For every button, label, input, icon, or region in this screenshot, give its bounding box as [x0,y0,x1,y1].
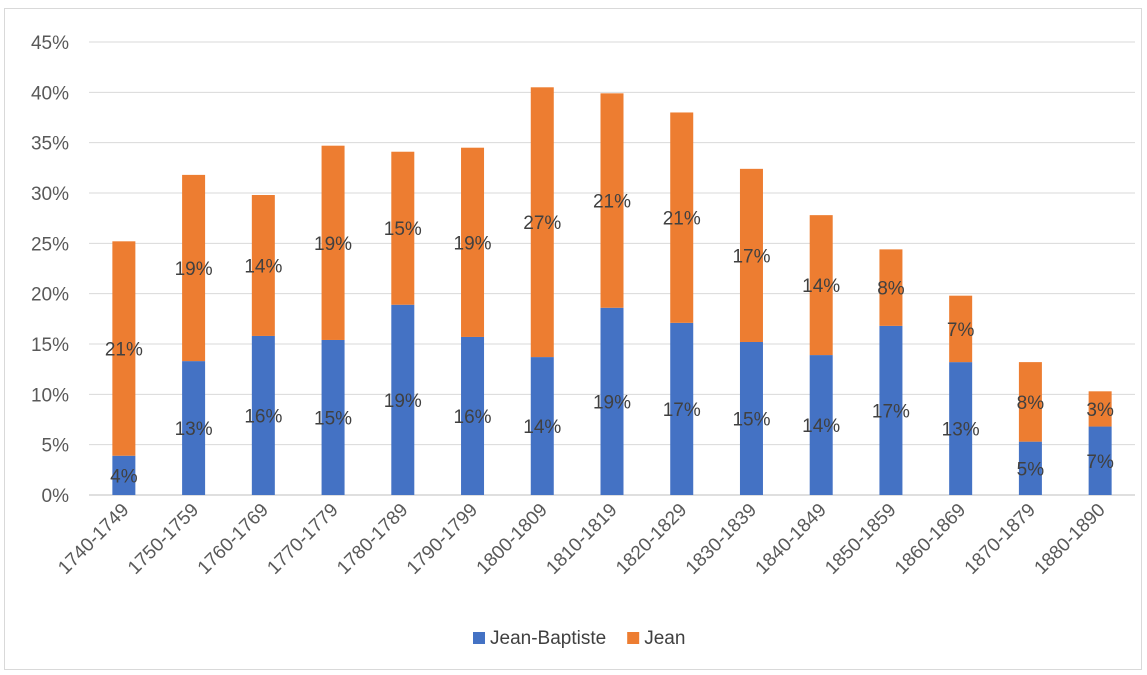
bar-jean [739,168,763,342]
data-label: 16% [244,406,282,427]
data-label: 14% [244,256,282,277]
y-tick-label: 15% [31,335,69,356]
y-tick-label: 0% [42,486,70,507]
data-label: 17% [663,400,701,421]
data-label: 13% [942,420,980,441]
data-label: 19% [175,259,213,280]
bar-jean-baptiste [1018,441,1042,495]
y-tick-label: 45% [31,33,69,54]
data-label: 19% [593,392,631,413]
x-tick-label: 1750-1759 [124,500,203,579]
data-label: 3% [1086,400,1114,421]
data-label: 13% [175,419,213,440]
data-label: 15% [384,219,422,240]
x-axis-tick-labels: 1740-17491750-17591760-17691770-17791780… [54,500,1109,579]
data-label: 8% [1017,393,1045,414]
legend-swatch [473,632,485,644]
y-tick-label: 40% [31,83,69,104]
x-tick-label: 1820-1829 [612,500,691,579]
x-tick-label: 1830-1839 [682,500,761,579]
x-tick-label: 1860-1869 [891,500,970,579]
x-tick-label: 1870-1879 [961,500,1040,579]
bar-jean-baptiste [670,322,694,495]
x-tick-label: 1810-1819 [542,500,621,579]
bar-jean [949,295,973,363]
data-label: 21% [105,340,143,361]
bars [112,87,1112,495]
y-axis-tick-labels: 0% 5% 10% 15% 20% 25% 30% 35% 40% 45% [31,33,69,507]
bar-jean [461,147,485,337]
data-label: 15% [314,408,352,429]
y-tick-label: 25% [31,234,69,255]
data-label: 21% [593,192,631,213]
bar-jean [251,195,275,336]
y-tick-label: 30% [31,184,69,205]
legend-swatch [627,632,640,644]
data-label: 21% [663,209,701,230]
bar-jean-baptiste [879,325,903,495]
bar-jean-baptiste [809,355,833,495]
y-tick-label: 20% [31,285,69,306]
data-label: 17% [732,246,770,267]
bar-jean-baptiste [739,341,763,495]
bar-jean [1088,391,1112,427]
data-label: 14% [523,417,561,438]
x-tick-label: 1740-1749 [54,500,133,579]
x-tick-label: 1880-1890 [1031,500,1110,579]
x-tick-label: 1790-1799 [403,500,482,579]
bar-jean [879,249,903,326]
data-label: 19% [384,391,422,412]
bar-jean [530,87,554,358]
bar-jean-baptiste [182,361,206,495]
data-label: 19% [454,233,492,254]
bar-jean-baptiste [1088,426,1112,495]
bar-jean [112,241,136,456]
data-labels: 4% 21% 13% 19% 16% 14% 15% 19% 19% 15% 16% 19% 14% 27… [105,192,1114,488]
y-tick-label: 10% [31,385,69,406]
data-label: 27% [523,213,561,234]
chart-frame: 0% 5% 10% 15% 20% 25% 30% 35% 40% 45% 4% 21% 13% 19%… [4,8,1142,670]
data-label: 4% [110,466,138,487]
data-label: 16% [454,407,492,428]
legend: Jean-Baptiste Jean [473,628,685,649]
x-tick-label: 1800-1809 [473,500,552,579]
legend-label: Jean-Baptiste [490,628,606,649]
bar-jean-baptiste [949,362,973,495]
x-tick-label: 1770-1779 [263,500,342,579]
legend-label: Jean [644,628,685,649]
bar-jean-baptiste [461,336,485,495]
x-tick-label: 1840-1849 [752,500,831,579]
bar-jean [600,93,624,308]
bar-jean-baptiste [530,357,554,495]
bar-jean [182,174,206,362]
data-label: 7% [1086,452,1114,473]
data-label: 14% [802,416,840,437]
x-tick-label: 1850-1859 [821,500,900,579]
data-label: 14% [802,276,840,297]
data-label: 5% [1017,459,1045,480]
data-label: 15% [732,409,770,430]
data-label: 17% [872,401,910,422]
bar-jean [321,145,345,340]
stacked-bar-chart: 0% 5% 10% 15% 20% 25% 30% 35% 40% 45% 4% 21% 13% 19%… [31,33,1135,649]
bar-jean [670,112,694,323]
data-label: 8% [877,279,905,300]
y-tick-label: 35% [31,134,69,155]
data-label: 7% [947,320,975,341]
bar-jean [1018,362,1042,442]
x-tick-label: 1780-1789 [333,500,412,579]
x-tick-label: 1760-1769 [194,500,273,579]
bar-jean [391,151,415,305]
bar-jean-baptiste [321,339,345,495]
data-label: 19% [314,234,352,255]
bar-jean-baptiste [391,304,415,495]
y-tick-label: 5% [42,436,70,457]
bar-jean-baptiste [112,455,136,495]
bar-jean [809,215,833,356]
bar-jean-baptiste [600,307,624,495]
bar-jean-baptiste [251,335,275,495]
